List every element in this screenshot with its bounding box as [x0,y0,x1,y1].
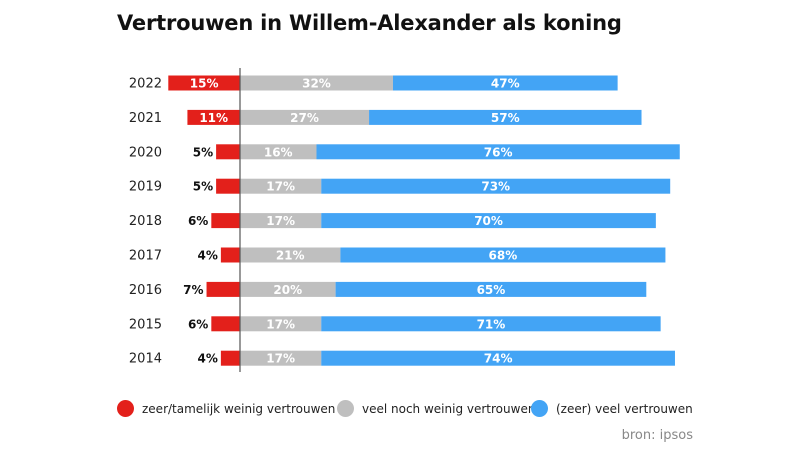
bar-segment-low [216,144,240,160]
data-label-neutral: 27% [290,111,319,125]
year-label: 2014 [129,352,162,367]
bar-segment-high [335,281,647,297]
bar-segment-high [316,144,680,160]
legend-label-low: zeer/tamelijk weinig vertrouwen [142,401,336,416]
data-label-low: 7% [183,283,203,297]
bar-segment-neutral [240,178,322,194]
data-label-neutral: 21% [276,249,305,263]
bar-segment-neutral [240,109,370,125]
year-label: 2020 [129,145,162,160]
data-label-low: 11% [199,111,228,125]
year-label: 2022 [129,77,162,92]
bar-segment-high [340,247,666,263]
legend-item-neutral: veel noch weinig vertrouwen [337,400,535,417]
data-label-high: 65% [477,283,506,297]
stacked-bar-chart: 2022 15% 32% 47% 2021 11% 27% 57% 2020 5% 16% 76% 20… [129,68,680,372]
data-label-neutral: 17% [266,214,295,228]
year-label: 2018 [129,214,162,229]
bar-segment-neutral [240,213,322,229]
bar-segment-high [321,213,656,229]
data-label-low: 6% [188,214,208,228]
bar-segment-low [220,247,240,263]
data-label-high: 68% [489,249,518,263]
bar-segment-high [321,178,671,194]
data-label-low: 4% [198,352,218,366]
data-label-high: 57% [491,111,520,125]
data-label-neutral: 17% [266,317,295,331]
bar-segment-low [187,109,240,125]
bar-segment-low [168,75,240,91]
bar-segment-neutral [240,316,322,332]
year-label: 2016 [129,283,162,298]
data-label-high: 74% [484,352,513,366]
data-label-low: 4% [198,249,218,263]
data-label-neutral: 16% [264,145,293,159]
chart-title: Vertrouwen in Willem-Alexander als konin… [117,11,622,35]
data-label-low: 5% [193,180,213,194]
bar-segment-low [211,316,240,332]
year-label: 2021 [129,111,162,126]
data-label-low: 15% [190,77,219,91]
year-label: 2015 [129,317,162,332]
bar-segment-neutral [240,281,336,297]
legend-swatch-high [531,400,548,417]
bar-segment-neutral [240,350,322,366]
legend-label-neutral: veel noch weinig vertrouwen [362,401,536,416]
bar-segment-low [216,178,240,194]
legend-item-high: (zeer) veel vertrouwen [531,400,693,417]
data-label-high: 47% [491,77,520,91]
data-label-high: 76% [484,145,513,159]
legend-item-low: zeer/tamelijk weinig vertrouwen [117,400,335,417]
source-note: bron: ipsos [621,428,693,443]
data-label-neutral: 17% [266,352,295,366]
bar-segment-low [211,213,240,229]
data-label-high: 73% [481,180,510,194]
bar-segment-low [206,281,240,297]
bar-segment-neutral [240,144,317,160]
data-label-neutral: 20% [273,283,302,297]
data-label-neutral: 17% [266,180,295,194]
bar-segment-neutral [240,75,393,91]
legend-label-high: (zeer) veel vertrouwen [556,401,693,416]
bar-segment-high [392,75,618,91]
bar-segment-high [369,109,642,125]
data-label-low: 6% [188,317,208,331]
data-label-high: 70% [474,214,503,228]
data-label-high: 71% [477,317,506,331]
legend-swatch-neutral [337,400,354,417]
bar-segment-low [220,350,240,366]
data-label-neutral: 32% [302,77,331,91]
data-label-low: 5% [193,145,213,159]
legend-swatch-low [117,400,134,417]
bar-segment-neutral [240,247,341,263]
year-label: 2017 [129,249,162,264]
bar-segment-high [321,316,661,332]
year-label: 2019 [129,180,162,195]
bar-segment-high [321,350,675,366]
